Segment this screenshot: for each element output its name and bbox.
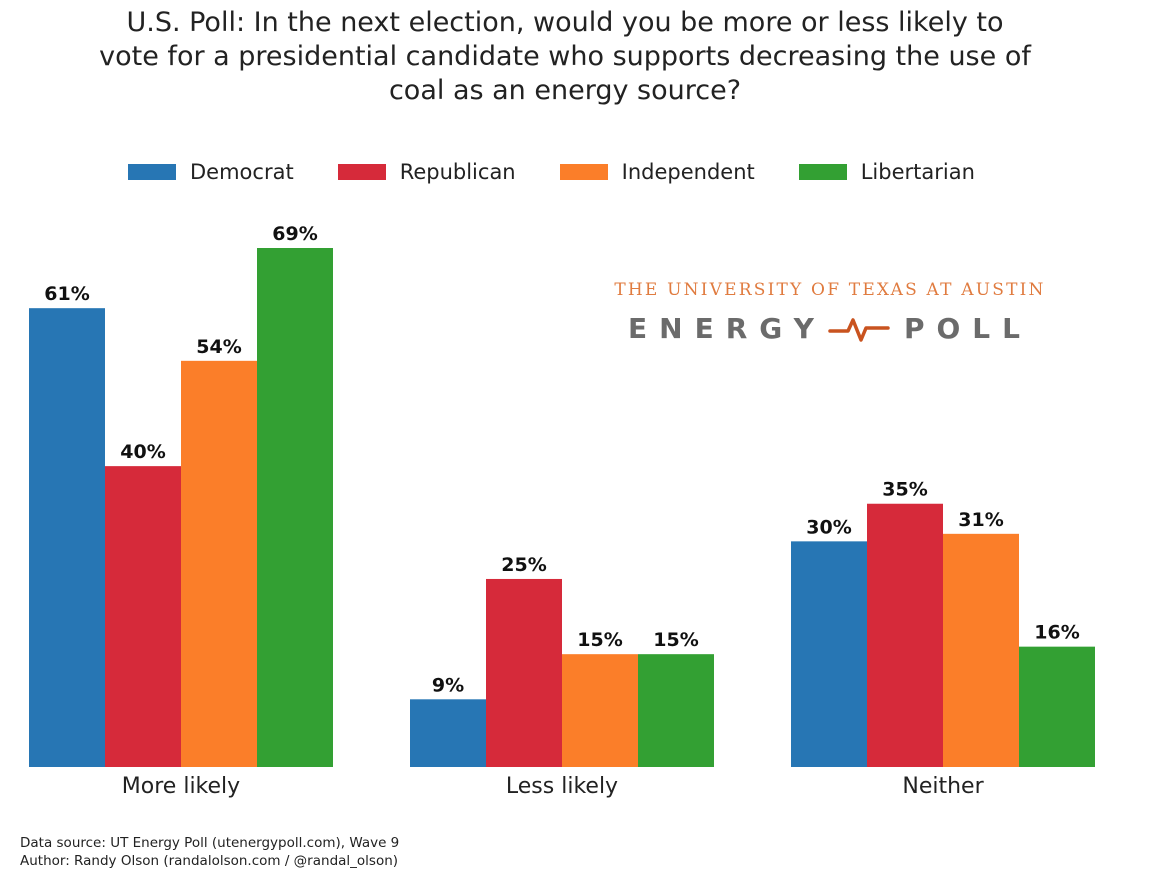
x-tick-label: Less likely xyxy=(506,774,618,799)
heartbeat-line-icon xyxy=(828,317,890,342)
logo-energy-text: ENERGY xyxy=(628,312,826,345)
footer: Data source: UT Energy Poll (utenergypol… xyxy=(20,834,399,870)
legend-label: Republican xyxy=(399,160,516,184)
bar-republican-more-likely xyxy=(105,466,181,767)
data-label: 15% xyxy=(653,629,698,651)
title-line-3: coal as an energy source? xyxy=(388,75,742,106)
bar-republican-neither xyxy=(867,503,943,767)
legend: Democrat Republican Independent Libertar… xyxy=(128,160,1019,184)
bar-democrat-less-likely xyxy=(410,699,486,767)
bar-independent-less-likely xyxy=(562,654,638,767)
x-tick-label: Neither xyxy=(902,774,984,799)
legend-swatch xyxy=(559,164,608,180)
logo-university-text: THE UNIVERSITY OF TEXAS AT AUSTIN xyxy=(614,280,1046,300)
data-label: 69% xyxy=(272,223,317,245)
legend-label: Libertarian xyxy=(860,160,975,184)
data-label: 61% xyxy=(44,283,89,305)
bar-democrat-more-likely xyxy=(29,308,105,767)
chart-title: U.S. Poll: In the next election, would y… xyxy=(0,6,1130,108)
bar-independent-neither xyxy=(943,533,1019,767)
logo-energy-poll: ENERGY POLL xyxy=(600,312,1060,345)
data-label: 25% xyxy=(501,554,546,576)
bar-republican-less-likely xyxy=(486,578,562,767)
data-label: 30% xyxy=(806,516,851,538)
legend-label: Independent xyxy=(621,160,755,184)
title-line-2: vote for a presidential candidate who su… xyxy=(99,41,1031,72)
data-label: 40% xyxy=(120,441,165,463)
x-tick-label: More likely xyxy=(122,774,240,799)
title-line-1: U.S. Poll: In the next election, would y… xyxy=(126,7,1004,38)
data-label: 15% xyxy=(577,629,622,651)
data-label: 9% xyxy=(432,674,464,696)
data-label: 16% xyxy=(1034,622,1079,644)
legend-item-libertarian: Libertarian xyxy=(798,160,975,184)
legend-item-independent: Independent xyxy=(559,160,755,184)
legend-swatch xyxy=(128,164,176,180)
legend-swatch xyxy=(798,164,847,180)
legend-item-democrat: Democrat xyxy=(128,160,294,184)
legend-item-republican: Republican xyxy=(337,160,516,184)
bar-libertarian-neither xyxy=(1019,646,1095,767)
data-label: 54% xyxy=(196,336,241,358)
bar-libertarian-less-likely xyxy=(638,654,714,767)
data-label: 31% xyxy=(958,509,1003,531)
legend-swatch xyxy=(337,164,386,180)
footer-author: Author: Randy Olson (randalolson.com / @… xyxy=(20,853,399,869)
ut-energy-poll-logo: THE UNIVERSITY OF TEXAS AT AUSTIN ENERGY… xyxy=(600,280,1060,345)
footer-source: Data source: UT Energy Poll (utenergypol… xyxy=(20,835,400,851)
bar-libertarian-more-likely xyxy=(257,248,333,767)
data-label: 35% xyxy=(882,479,927,501)
legend-label: Democrat xyxy=(190,160,294,184)
logo-poll-text: POLL xyxy=(903,312,1032,345)
bar-independent-more-likely xyxy=(181,360,257,767)
bar-democrat-neither xyxy=(791,541,867,767)
